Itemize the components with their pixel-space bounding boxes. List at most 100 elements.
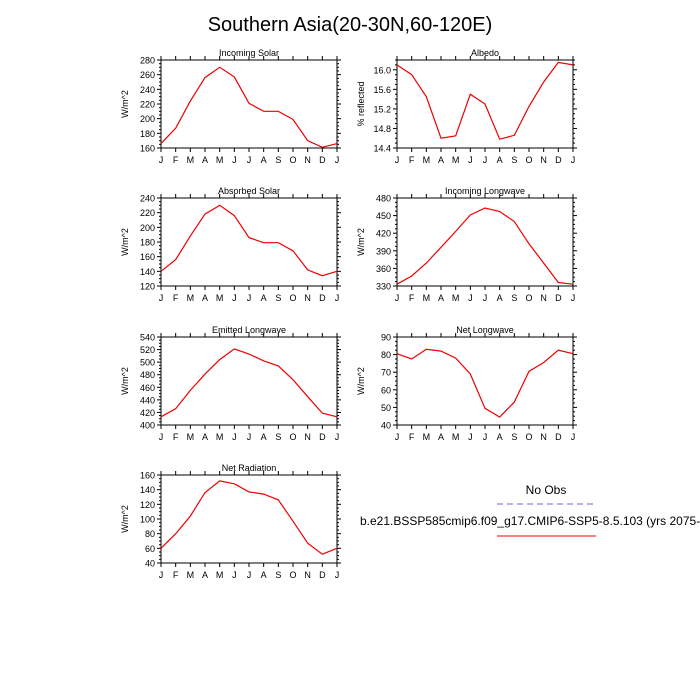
y-tick-label: 500	[140, 358, 155, 368]
y-tick-label: 60	[381, 385, 391, 395]
x-tick-label: N	[540, 155, 547, 165]
x-tick-label: D	[319, 432, 326, 442]
x-tick-label: M	[216, 570, 224, 580]
x-tick-label: J	[247, 155, 252, 165]
y-tick-label: 160	[140, 144, 155, 154]
y-tick-label: 180	[140, 129, 155, 139]
x-tick-label: M	[452, 155, 460, 165]
y-tick-label: 280	[140, 56, 155, 66]
x-tick-label: J	[232, 570, 237, 580]
series-line	[396, 61, 574, 140]
x-tick-label: O	[525, 293, 532, 303]
panel-title: Net Radiation	[222, 463, 277, 473]
x-tick-label: A	[202, 570, 208, 580]
y-tick-label: 520	[140, 345, 155, 355]
y-tick-label: 140	[140, 267, 155, 277]
panel-title: Net Longwave	[456, 325, 514, 335]
y-tick-label: 420	[140, 408, 155, 418]
series-line	[160, 480, 338, 555]
x-tick-label: J	[395, 432, 400, 442]
x-tick-label: A	[202, 155, 208, 165]
y-tick-label: 390	[376, 246, 391, 256]
chart-panel: Emitted Longwave 400 420 440 460 480 500 520 540…	[120, 325, 341, 442]
x-tick-label: F	[409, 155, 415, 165]
x-tick-label: A	[261, 432, 267, 442]
x-tick-label: A	[497, 432, 503, 442]
x-tick-label: J	[159, 155, 164, 165]
x-tick-label: A	[202, 293, 208, 303]
x-tick-label: D	[555, 293, 562, 303]
series-line	[160, 204, 338, 277]
x-tick-label: J	[395, 293, 400, 303]
y-tick-label: 180	[140, 238, 155, 248]
x-tick-label: A	[438, 432, 444, 442]
x-tick-label: N	[304, 155, 311, 165]
y-tick-label: 200	[140, 114, 155, 124]
x-tick-label: S	[511, 293, 517, 303]
x-tick-label: J	[335, 432, 340, 442]
x-tick-label: F	[409, 432, 415, 442]
y-axis-label: W/m^2	[120, 367, 130, 395]
x-tick-label: O	[525, 432, 532, 442]
y-tick-label: 240	[140, 85, 155, 95]
y-tick-label: 70	[381, 368, 391, 378]
y-tick-label: 80	[145, 529, 155, 539]
panel-title: Albedo	[471, 48, 499, 58]
x-tick-label: D	[319, 570, 326, 580]
x-tick-label: J	[571, 293, 576, 303]
x-tick-label: N	[540, 432, 547, 442]
x-tick-label: O	[525, 155, 532, 165]
x-tick-label: A	[261, 293, 267, 303]
series-line	[396, 207, 574, 285]
x-tick-label: J	[232, 293, 237, 303]
y-tick-label: 16.0	[373, 65, 391, 75]
x-tick-label: A	[438, 155, 444, 165]
y-tick-label: 450	[376, 211, 391, 221]
plot-frame	[160, 336, 338, 426]
series-line	[160, 348, 338, 418]
x-tick-label: M	[187, 293, 195, 303]
x-tick-label: J	[247, 570, 252, 580]
y-tick-label: 480	[140, 370, 155, 380]
y-tick-label: 480	[376, 194, 391, 204]
x-tick-label: M	[216, 432, 224, 442]
y-tick-label: 15.6	[373, 85, 391, 95]
panel-title: Absorbed Solar	[218, 186, 280, 196]
y-axis-label: W/m^2	[120, 228, 130, 256]
y-tick-label: 50	[381, 403, 391, 413]
plot-frame	[396, 336, 574, 426]
x-tick-label: S	[275, 155, 281, 165]
y-tick-label: 400	[140, 421, 155, 431]
x-tick-label: O	[289, 155, 296, 165]
panel-title: Incoming Solar	[219, 48, 279, 58]
legend: No Obs b.e21.BSSP585cmip6.f09_g17.CMIP6-…	[360, 483, 700, 537]
y-tick-label: 160	[140, 471, 155, 481]
panel-title: Emitted Longwave	[212, 325, 286, 335]
x-tick-label: S	[275, 432, 281, 442]
x-tick-label: N	[304, 570, 311, 580]
y-tick-label: 100	[140, 515, 155, 525]
y-tick-label: 200	[140, 223, 155, 233]
x-tick-label: S	[275, 293, 281, 303]
x-tick-label: M	[423, 432, 431, 442]
x-tick-label: J	[335, 155, 340, 165]
y-tick-label: 15.2	[373, 104, 391, 114]
y-tick-label: 420	[376, 229, 391, 239]
x-tick-label: O	[289, 293, 296, 303]
x-tick-label: J	[571, 155, 576, 165]
x-tick-label: A	[497, 155, 503, 165]
x-tick-label: F	[173, 293, 179, 303]
x-tick-label: F	[409, 293, 415, 303]
x-tick-label: M	[187, 155, 195, 165]
x-tick-label: A	[438, 293, 444, 303]
x-tick-label: A	[202, 432, 208, 442]
figure-title: Southern Asia(20-30N,60-120E)	[208, 14, 493, 36]
y-tick-label: 240	[140, 194, 155, 204]
x-tick-label: M	[423, 155, 431, 165]
